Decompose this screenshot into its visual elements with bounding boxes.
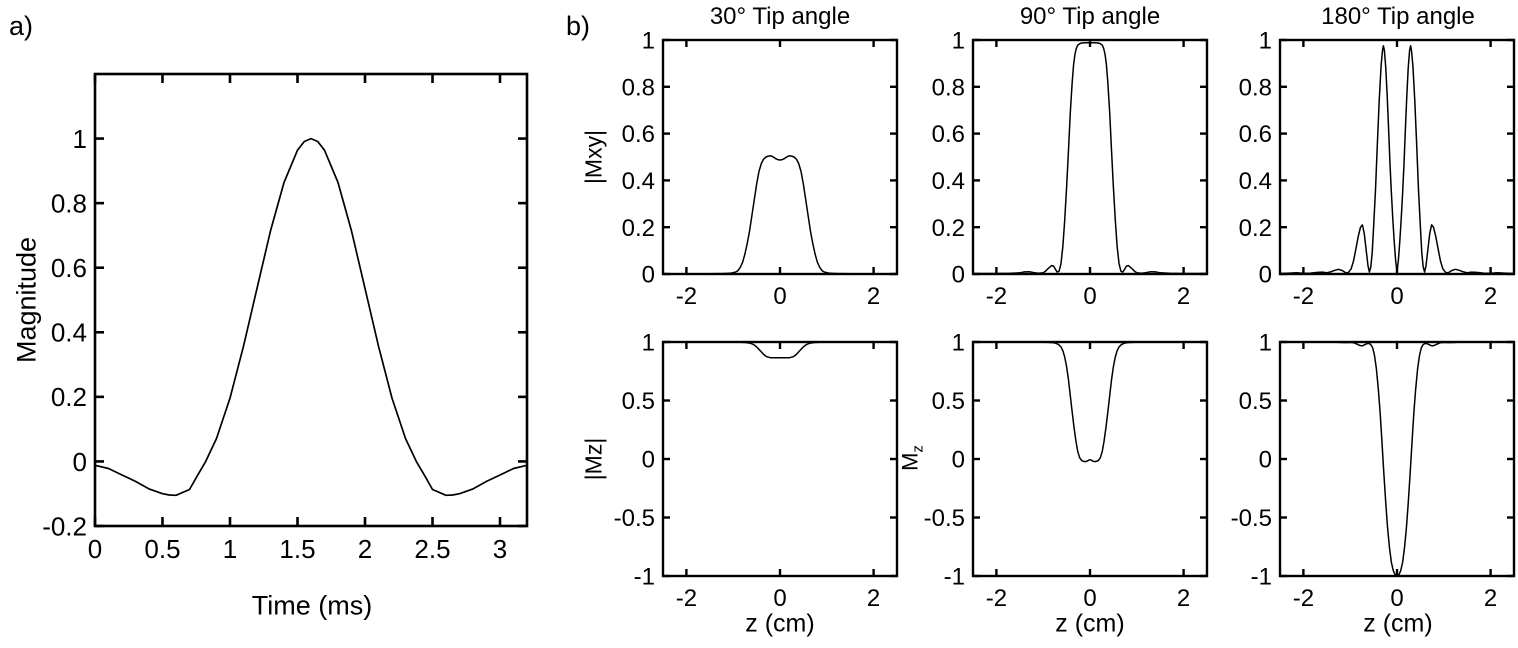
svg-text:0.4: 0.4 xyxy=(932,168,965,195)
svg-text:2: 2 xyxy=(1484,283,1497,310)
svg-text:1: 1 xyxy=(73,124,87,154)
svg-text:-0.5: -0.5 xyxy=(614,505,655,532)
svg-text:0: 0 xyxy=(1083,585,1096,612)
svg-text:2: 2 xyxy=(1177,283,1190,310)
svg-text:0.2: 0.2 xyxy=(51,382,87,412)
svg-text:1.5: 1.5 xyxy=(279,534,315,564)
svg-text:0: 0 xyxy=(1390,585,1403,612)
svg-text:0.8: 0.8 xyxy=(1239,74,1272,101)
svg-text:0.8: 0.8 xyxy=(51,189,87,219)
svg-text:0: 0 xyxy=(1259,447,1272,474)
mz-sub-axis-label: Mz xyxy=(897,445,926,471)
mz-label-sub: z xyxy=(909,445,927,453)
svg-text:0.8: 0.8 xyxy=(622,74,655,101)
svg-text:2: 2 xyxy=(867,585,880,612)
z-axis-label-30: z (cm) xyxy=(745,609,815,638)
time-axis-label: Time (ms) xyxy=(251,590,373,621)
svg-text:-1: -1 xyxy=(944,564,965,591)
svg-text:0.5: 0.5 xyxy=(932,388,965,415)
panel-a-label: a) xyxy=(9,11,34,41)
svg-text:2: 2 xyxy=(867,283,880,310)
svg-text:-0.5: -0.5 xyxy=(924,505,965,532)
svg-text:1: 1 xyxy=(223,534,237,564)
svg-text:1: 1 xyxy=(952,330,965,357)
mxy-180-chart: -2 0 2 0 0.2 0.4 0.6 0.8 1 xyxy=(1239,28,1516,310)
svg-text:0.5: 0.5 xyxy=(622,388,655,415)
svg-text:2: 2 xyxy=(358,534,372,564)
svg-text:3: 3 xyxy=(493,534,507,564)
title-30deg: 30° Tip angle xyxy=(709,3,851,30)
mxy-90-chart: -2 0 2 0 0.2 0.4 0.6 0.8 1 xyxy=(932,28,1209,310)
svg-text:-1: -1 xyxy=(1251,564,1272,591)
svg-text:0: 0 xyxy=(952,447,965,474)
svg-text:0.5: 0.5 xyxy=(144,534,180,564)
svg-text:0: 0 xyxy=(952,262,965,289)
svg-text:0: 0 xyxy=(773,585,786,612)
mz-abs-axis-label: |Mz| xyxy=(580,437,607,481)
svg-text:1: 1 xyxy=(642,330,655,357)
svg-text:-1: -1 xyxy=(634,564,655,591)
z-axis-label-90: z (cm) xyxy=(1055,609,1125,638)
svg-text:0: 0 xyxy=(1390,283,1403,310)
svg-text:0.2: 0.2 xyxy=(932,215,965,242)
svg-text:1: 1 xyxy=(1259,330,1272,357)
svg-text:2: 2 xyxy=(1177,585,1190,612)
svg-text:2.5: 2.5 xyxy=(414,534,450,564)
mxy-30-chart: -2 0 2 0 0.2 0.4 0.6 0.8 1 xyxy=(622,28,899,310)
svg-text:1: 1 xyxy=(952,28,965,55)
svg-text:1: 1 xyxy=(1259,28,1272,55)
svg-text:0.6: 0.6 xyxy=(622,121,655,148)
svg-text:0: 0 xyxy=(1083,283,1096,310)
mz-90-chart: -2 0 2 -1 -0.5 0 0.5 1 xyxy=(924,330,1209,612)
svg-text:0.4: 0.4 xyxy=(622,168,655,195)
svg-text:-0.2: -0.2 xyxy=(42,511,87,541)
svg-text:-2: -2 xyxy=(1293,283,1314,310)
panel-b-label: b) xyxy=(566,11,591,41)
svg-text:-2: -2 xyxy=(676,585,697,612)
svg-text:-2: -2 xyxy=(986,585,1007,612)
magnitude-axis-label: Magnitude xyxy=(11,236,42,364)
svg-text:0.6: 0.6 xyxy=(51,253,87,283)
svg-text:0: 0 xyxy=(88,534,102,564)
svg-text:-2: -2 xyxy=(676,283,697,310)
mz-label-main: M xyxy=(897,452,923,471)
mxy-axis-label: |Mxy| xyxy=(580,129,607,185)
title-90deg: 90° Tip angle xyxy=(1019,3,1161,30)
svg-text:0.5: 0.5 xyxy=(1239,388,1272,415)
z-axis-label-180: z (cm) xyxy=(1363,609,1433,638)
svg-text:1: 1 xyxy=(642,28,655,55)
svg-text:0: 0 xyxy=(1259,262,1272,289)
mz-180-chart: -2 0 2 -1 -0.5 0 0.5 1 xyxy=(1231,330,1516,612)
svg-text:0: 0 xyxy=(773,283,786,310)
svg-text:2: 2 xyxy=(1484,585,1497,612)
svg-text:0.4: 0.4 xyxy=(51,318,87,348)
svg-text:0: 0 xyxy=(642,447,655,474)
svg-text:-2: -2 xyxy=(986,283,1007,310)
svg-text:0.2: 0.2 xyxy=(622,215,655,242)
svg-text:0.8: 0.8 xyxy=(932,74,965,101)
svg-text:0.6: 0.6 xyxy=(1239,121,1272,148)
svg-text:0: 0 xyxy=(73,447,87,477)
svg-text:-0.5: -0.5 xyxy=(1231,505,1272,532)
svg-text:0.4: 0.4 xyxy=(1239,168,1272,195)
svg-text:0: 0 xyxy=(642,262,655,289)
svg-text:-2: -2 xyxy=(1293,585,1314,612)
title-180deg: 180° Tip angle xyxy=(1321,3,1475,30)
mz-30-chart: -2 0 2 -1 -0.5 0 0.5 1 xyxy=(614,330,899,612)
svg-text:0.6: 0.6 xyxy=(932,121,965,148)
rf-pulse-chart: 0 0.5 1 1.5 2 2.5 3-0.200.20.40.60.81 xyxy=(42,72,529,564)
svg-text:0.2: 0.2 xyxy=(1239,215,1272,242)
